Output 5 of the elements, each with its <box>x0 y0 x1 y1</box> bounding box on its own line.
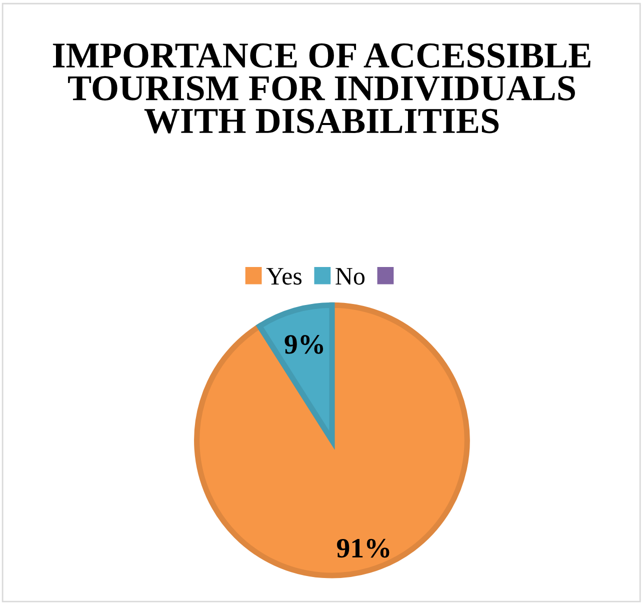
legend-label: No <box>336 268 365 285</box>
data-label: 91% <box>337 538 390 558</box>
legend-label: Yes <box>266 268 302 285</box>
data-label: 9% <box>284 335 324 354</box>
chart-title: IMPORTANCE OF ACCESSIBLE TOURISM FOR INDIVIDUALS WITH DISABILITIES <box>52 43 590 134</box>
